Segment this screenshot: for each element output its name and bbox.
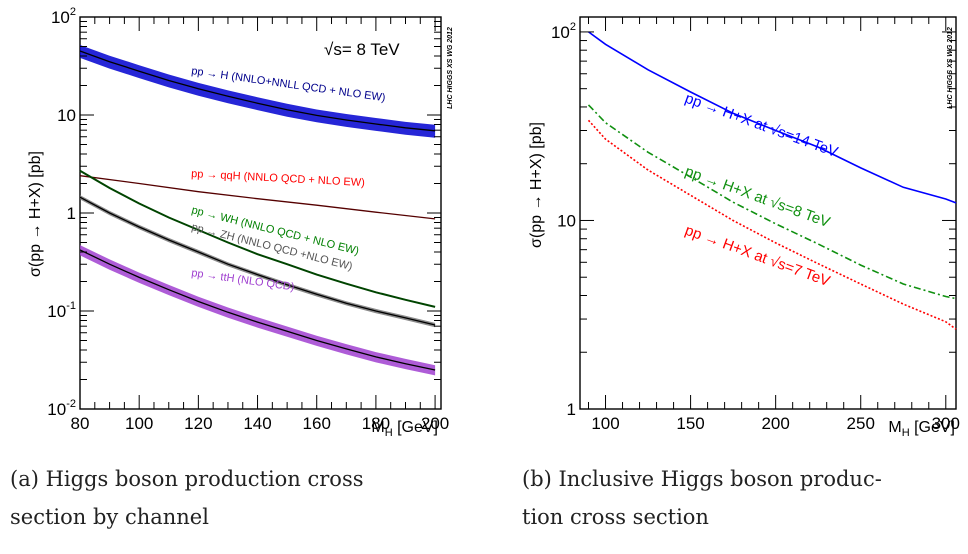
band-series-0 (80, 45, 436, 138)
chart-inclusive-higgs-cross-section: 1 10 102 100 150 200 250 300 MH [GeV] σ(pp → H+… (528, 16, 960, 439)
y-tick-label: 10 (57, 106, 76, 125)
series-label-7tev: pp → H+X at √s=7 TeV (683, 222, 833, 290)
line-series-0 (588, 31, 957, 204)
caption-a: (a) Higgs boson production cross section… (10, 467, 364, 529)
tick-labels: 10-2 10-1 1 10 102 80 100 120 140 160 180 200 (47, 6, 449, 433)
watermark: LHC HIGGS XS WG 2012 (947, 27, 954, 109)
x-tick-label: 180 (362, 414, 390, 433)
x-tick-label: 200 (421, 414, 449, 433)
axis-ticks (79, 16, 441, 410)
energy-annotation: √s= 8 TeV (324, 40, 400, 59)
y-tick-label: 1 (567, 400, 576, 419)
series-label-8tev: pp → H+X at √s=8 TeV (683, 163, 833, 231)
series-lines (79, 50, 436, 371)
caption-b: (b) Inclusive Higgs boson produc- tion c… (522, 467, 882, 529)
series-labels: pp → H+X at √s=14 TeV pp → H+X at √s=8 T… (683, 90, 840, 290)
plot-frame (579, 16, 957, 410)
tick-labels: 1 10 102 100 150 200 250 300 (551, 21, 960, 433)
x-axis-label: MH [GeV] (371, 419, 438, 439)
x-tick-label: 200 (761, 414, 789, 433)
x-tick-label: 150 (676, 414, 704, 433)
y-tick-label: 10-1 (47, 300, 76, 321)
y-tick-label: 1 (67, 204, 76, 223)
y-tick-label: 102 (51, 6, 76, 27)
line-series-3 (79, 196, 436, 326)
plots-canvas: 10-2 10-1 1 10 102 80 100 120 140 160 180 200 MH [G… (27, 6, 960, 439)
band-series-4 (80, 245, 436, 376)
x-tick-label: 300 (932, 414, 960, 433)
line-series-4 (79, 249, 436, 371)
x-axis-label: MH [GeV] (888, 419, 955, 439)
line-series-1 (587, 104, 957, 300)
x-tick-label: 160 (303, 414, 331, 433)
series-lines (587, 31, 957, 330)
line-series-2 (587, 119, 957, 330)
y-tick-label: 10 (557, 211, 576, 230)
y-tick-label: 102 (551, 21, 576, 42)
y-axis-label: σ(pp → H+X) [pb] (27, 151, 44, 277)
chart-higgs-production-by-channel: 10-2 10-1 1 10 102 80 100 120 140 160 180 200 MH [G… (27, 6, 454, 439)
series-label-qqH: pp → qqH (NNLO QCD + NLO EW) (191, 168, 365, 189)
y-tick-label: 10-2 (47, 398, 76, 419)
x-tick-label: 100 (591, 414, 619, 433)
band-series-3 (80, 195, 436, 328)
line-series-1 (79, 175, 436, 220)
line-series-2 (79, 169, 436, 308)
line-series-0 (79, 50, 436, 132)
y-axis-label: σ(pp → H+X) [pb] (528, 122, 545, 248)
watermark: LHC HIGGS XS WG 2012 (447, 27, 454, 109)
axis-ticks (580, 17, 956, 410)
series-label-14tev: pp → H+X at √s=14 TeV (683, 90, 840, 161)
x-tick-label: 120 (184, 414, 212, 433)
x-tick-label: 140 (243, 414, 271, 433)
x-tick-label: 250 (847, 414, 875, 433)
x-tick-label: 100 (125, 414, 153, 433)
x-tick-label: 80 (71, 414, 90, 433)
